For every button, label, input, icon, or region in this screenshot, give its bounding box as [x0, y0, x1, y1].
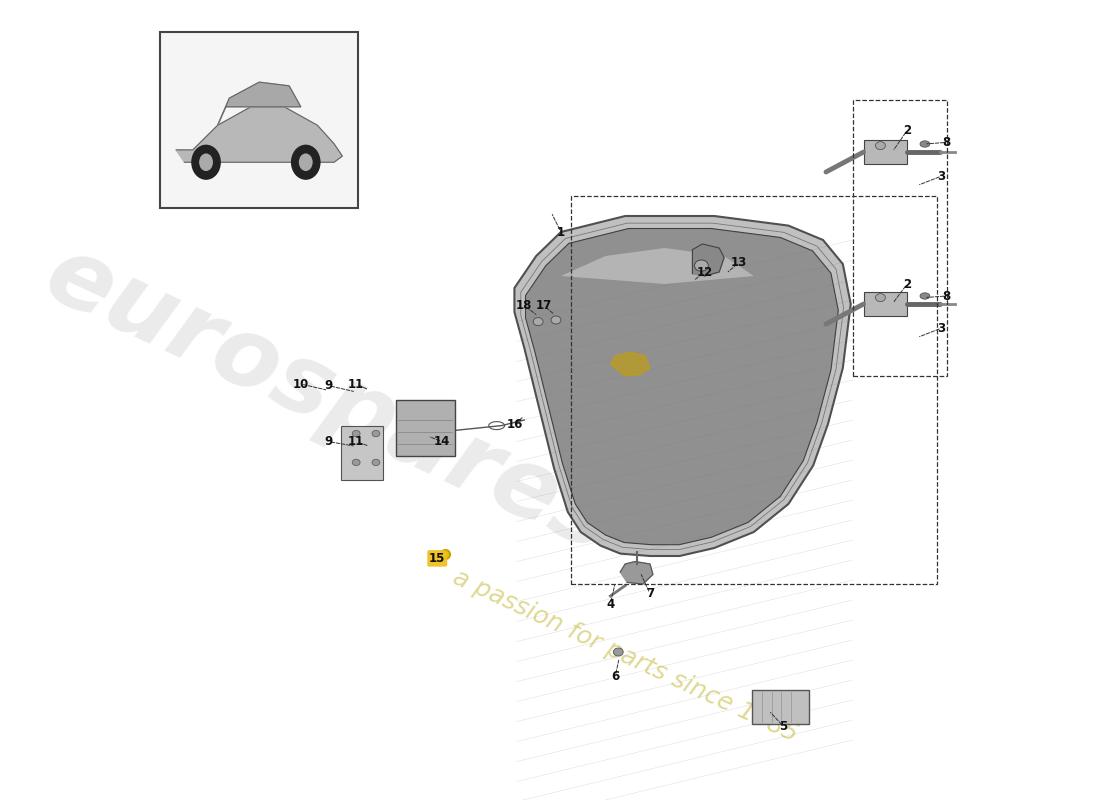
Text: 15: 15	[429, 552, 446, 565]
Ellipse shape	[290, 145, 320, 180]
Ellipse shape	[920, 141, 929, 147]
Text: 3: 3	[937, 322, 946, 334]
Text: 11: 11	[348, 378, 364, 390]
Text: 7: 7	[646, 587, 654, 600]
Bar	[396, 400, 455, 456]
Text: 18: 18	[516, 299, 532, 312]
Text: 13: 13	[730, 256, 747, 269]
Text: 8: 8	[943, 136, 950, 149]
Ellipse shape	[876, 294, 886, 302]
Bar	[864, 292, 907, 316]
Ellipse shape	[372, 430, 379, 437]
Polygon shape	[515, 216, 850, 556]
Ellipse shape	[551, 316, 561, 324]
Ellipse shape	[299, 154, 312, 171]
Text: 9: 9	[324, 435, 332, 448]
Bar	[751, 690, 810, 724]
Text: 5: 5	[779, 720, 788, 733]
Polygon shape	[176, 107, 342, 162]
Ellipse shape	[191, 145, 221, 180]
Text: a passion for parts since 1985: a passion for parts since 1985	[449, 566, 802, 746]
Ellipse shape	[534, 318, 543, 326]
Ellipse shape	[199, 154, 213, 171]
Ellipse shape	[694, 260, 708, 271]
Text: 2: 2	[903, 124, 911, 137]
Text: 14: 14	[434, 435, 450, 448]
Text: 3: 3	[937, 170, 946, 182]
Bar	[341, 426, 383, 480]
Ellipse shape	[920, 293, 929, 299]
Text: 8: 8	[943, 290, 950, 302]
Text: 1: 1	[557, 226, 565, 238]
Text: 9: 9	[324, 379, 332, 392]
Polygon shape	[693, 244, 724, 276]
Polygon shape	[610, 352, 650, 376]
Bar	[571, 196, 937, 584]
Text: 16: 16	[506, 418, 522, 430]
Text: 12: 12	[696, 266, 713, 278]
Polygon shape	[526, 229, 838, 545]
Ellipse shape	[352, 459, 360, 466]
Text: 4: 4	[606, 598, 615, 610]
Ellipse shape	[614, 648, 624, 656]
Ellipse shape	[876, 142, 886, 150]
Text: eurospares: eurospares	[30, 228, 627, 572]
Text: 2: 2	[903, 278, 911, 290]
Bar	[852, 100, 947, 376]
Ellipse shape	[352, 430, 360, 437]
Text: 11: 11	[348, 435, 364, 448]
Polygon shape	[620, 562, 653, 584]
Polygon shape	[218, 82, 300, 126]
Bar	[864, 140, 907, 164]
Ellipse shape	[372, 459, 379, 466]
Text: 15: 15	[429, 552, 446, 565]
Text: 10: 10	[293, 378, 309, 390]
Text: 6: 6	[612, 670, 619, 682]
Text: 17: 17	[536, 299, 552, 312]
Polygon shape	[561, 248, 754, 284]
Bar	[161, 32, 359, 208]
